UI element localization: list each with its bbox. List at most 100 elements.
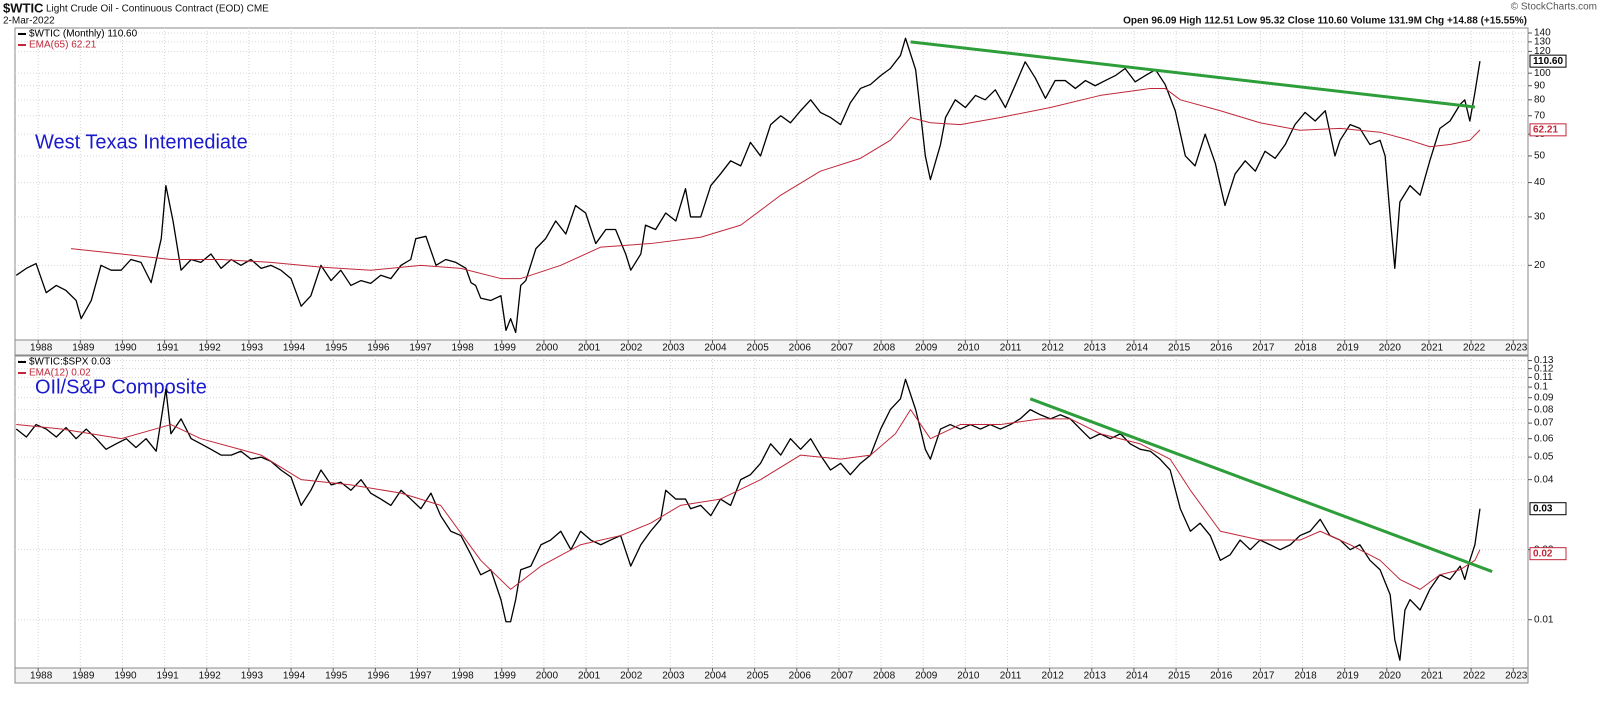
x-tick-label: 2012 bbox=[1042, 671, 1065, 682]
x-tick-label: 1994 bbox=[283, 671, 306, 682]
x-tick-label: 2022 bbox=[1463, 343, 1486, 354]
y-tick-label: 0.09 bbox=[1534, 392, 1554, 403]
x-tick-label: 2011 bbox=[1000, 671, 1022, 682]
x-tick-label: 1988 bbox=[30, 671, 53, 682]
x-tick-label: 1989 bbox=[72, 343, 95, 354]
x-tick-label: 2021 bbox=[1421, 671, 1444, 682]
x-tick-label: 2021 bbox=[1421, 343, 1444, 354]
chart-title: Light Crude Oil - Continuous Contract (E… bbox=[46, 4, 269, 15]
x-axis-band bbox=[14, 667, 1529, 684]
x-tick-label: 1995 bbox=[325, 343, 348, 354]
legend-label: EMA(12) 0.02 bbox=[29, 368, 91, 379]
x-tick-label: 2000 bbox=[536, 343, 559, 354]
x-tick-label: 2015 bbox=[1168, 343, 1191, 354]
x-tick-label: 1999 bbox=[494, 343, 517, 354]
y-tick-label: 0.12 bbox=[1534, 363, 1554, 374]
y-tick-label: 120 bbox=[1534, 46, 1551, 57]
y-tick-label: 140 bbox=[1534, 28, 1551, 39]
x-tick-label: 2017 bbox=[1252, 343, 1275, 354]
x-tick-label: 1992 bbox=[199, 671, 222, 682]
y-tick-label: 0.07 bbox=[1534, 418, 1554, 429]
value-badge bbox=[1529, 54, 1567, 68]
legend-label: $WTIC:$SPX 0.03 bbox=[29, 357, 111, 368]
x-tick-label: 2018 bbox=[1294, 671, 1317, 682]
x-tick-label: 2010 bbox=[957, 671, 980, 682]
y-tick-label: 0.06 bbox=[1534, 433, 1554, 444]
x-tick-label: 2008 bbox=[873, 343, 896, 354]
x-tick-label: 2007 bbox=[831, 343, 854, 354]
trendline bbox=[1029, 397, 1493, 573]
y-tick-label: 30 bbox=[1534, 212, 1546, 223]
x-axis-band bbox=[14, 339, 1529, 356]
x-tick-label: 2004 bbox=[704, 671, 727, 682]
value-badge-label: 0.02 bbox=[1533, 548, 1553, 559]
x-tick-label: 2023 bbox=[1505, 343, 1528, 354]
x-tick-label: 2002 bbox=[620, 671, 643, 682]
x-tick-label: 2017 bbox=[1252, 671, 1275, 682]
panel bbox=[14, 355, 1529, 669]
x-tick-label: 2004 bbox=[704, 343, 727, 354]
y-tick-label: 130 bbox=[1534, 36, 1551, 47]
y-tick-label: 20 bbox=[1534, 260, 1546, 271]
x-tick-label: 2010 bbox=[957, 343, 980, 354]
annotation: West Texas Intemediate bbox=[35, 131, 248, 153]
x-tick-label: 2007 bbox=[831, 671, 854, 682]
panel bbox=[14, 27, 1529, 341]
x-tick-label: 2005 bbox=[747, 343, 770, 354]
y-tick-label: 70 bbox=[1534, 110, 1546, 121]
value-badge bbox=[1529, 502, 1567, 516]
y-tick-label: 80 bbox=[1534, 94, 1546, 105]
x-tick-label: 1989 bbox=[72, 671, 95, 682]
y-tick-label: 0.11 bbox=[1534, 372, 1553, 383]
x-tick-label: 2000 bbox=[536, 671, 559, 682]
x-tick-label: 2006 bbox=[789, 343, 812, 354]
x-tick-label: 2003 bbox=[662, 343, 685, 354]
y-tick-label: 0.01 bbox=[1534, 614, 1554, 625]
x-tick-label: 1995 bbox=[325, 671, 348, 682]
date: 2-Mar-2022 bbox=[3, 16, 55, 27]
x-tick-label: 2012 bbox=[1042, 343, 1065, 354]
x-tick-label: 2001 bbox=[578, 671, 601, 682]
x-tick-label: 1991 bbox=[156, 671, 179, 682]
x-tick-label: 2016 bbox=[1210, 343, 1233, 354]
x-tick-label: 1999 bbox=[494, 671, 517, 682]
x-tick-label: 2013 bbox=[1084, 671, 1107, 682]
quote: Open 96.09 High 112.51 Low 95.32 Close 1… bbox=[1123, 16, 1527, 27]
x-tick-label: 2005 bbox=[747, 671, 770, 682]
y-tick-label: 40 bbox=[1534, 177, 1546, 188]
legend-label: $WTIC (Monthly) 110.60 bbox=[29, 29, 138, 40]
x-tick-label: 2003 bbox=[662, 671, 685, 682]
x-tick-label: 2008 bbox=[873, 671, 896, 682]
series-line bbox=[15, 37, 1481, 334]
x-tick-label: 1998 bbox=[452, 343, 475, 354]
x-tick-label: 1993 bbox=[241, 343, 264, 354]
value-badge-label: 62.21 bbox=[1533, 124, 1558, 135]
x-tick-label: 1991 bbox=[156, 343, 179, 354]
x-tick-label: 2018 bbox=[1294, 343, 1317, 354]
trendline bbox=[910, 40, 1476, 109]
x-tick-label: 2015 bbox=[1168, 671, 1191, 682]
x-tick-label: 1990 bbox=[114, 343, 137, 354]
x-tick-label: 2019 bbox=[1337, 671, 1360, 682]
series-line bbox=[16, 409, 1481, 590]
x-tick-label: 2009 bbox=[915, 343, 938, 354]
x-tick-label: 2014 bbox=[1126, 671, 1149, 682]
y-tick-label: 0.04 bbox=[1534, 474, 1554, 485]
x-tick-label: 2009 bbox=[915, 671, 938, 682]
y-tick-label: 50 bbox=[1534, 151, 1546, 162]
x-tick-label: 1993 bbox=[241, 671, 264, 682]
x-tick-label: 2001 bbox=[578, 343, 601, 354]
y-tick-label: 90 bbox=[1534, 80, 1546, 91]
x-tick-label: 1994 bbox=[283, 343, 306, 354]
value-badge bbox=[1529, 123, 1567, 137]
x-tick-label: 2020 bbox=[1379, 343, 1402, 354]
x-tick-label: 1997 bbox=[409, 671, 432, 682]
y-tick-label: 0.08 bbox=[1534, 404, 1554, 415]
x-tick-label: 1998 bbox=[452, 671, 475, 682]
annotation: OIl/S&P Composite bbox=[35, 376, 207, 398]
x-tick-label: 1997 bbox=[409, 343, 432, 354]
value-badge-label: 0.03 bbox=[1533, 503, 1553, 514]
y-tick-label: 100 bbox=[1534, 68, 1551, 79]
